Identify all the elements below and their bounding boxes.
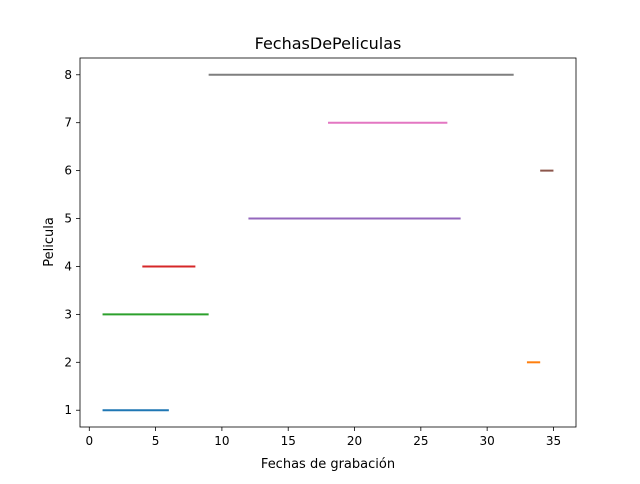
x-tick-label: 25 — [413, 434, 428, 448]
x-tick-label: 20 — [347, 434, 362, 448]
y-tick-label: 5 — [64, 212, 72, 226]
y-tick-label: 8 — [64, 68, 72, 82]
y-tick-label: 7 — [64, 116, 72, 130]
y-tick-label: 2 — [64, 355, 72, 369]
x-tick-label: 10 — [214, 434, 229, 448]
x-tick-label: 5 — [152, 434, 160, 448]
x-tick-label: 15 — [281, 434, 296, 448]
series-layer — [102, 73, 554, 412]
y-tick-label: 4 — [64, 259, 72, 273]
x-axis-label: Fechas de grabación — [261, 457, 395, 472]
x-tick-label: 30 — [480, 434, 495, 448]
y-tick-label: 1 — [64, 403, 72, 417]
chart-title: FechasDePeliculas — [255, 34, 402, 53]
y-tick-label: 3 — [64, 307, 72, 321]
x-tick-label: 0 — [85, 434, 93, 448]
y-axis-ticks: 1 2 3 4 5 6 7 8 — [64, 68, 80, 417]
plot-frame — [79, 57, 577, 428]
x-axis-ticks: 0 5 10 15 20 25 30 35 — [85, 427, 561, 448]
y-tick-label: 6 — [64, 164, 72, 178]
y-axis-label: Pelicula — [42, 217, 57, 267]
x-tick-label: 35 — [546, 434, 561, 448]
